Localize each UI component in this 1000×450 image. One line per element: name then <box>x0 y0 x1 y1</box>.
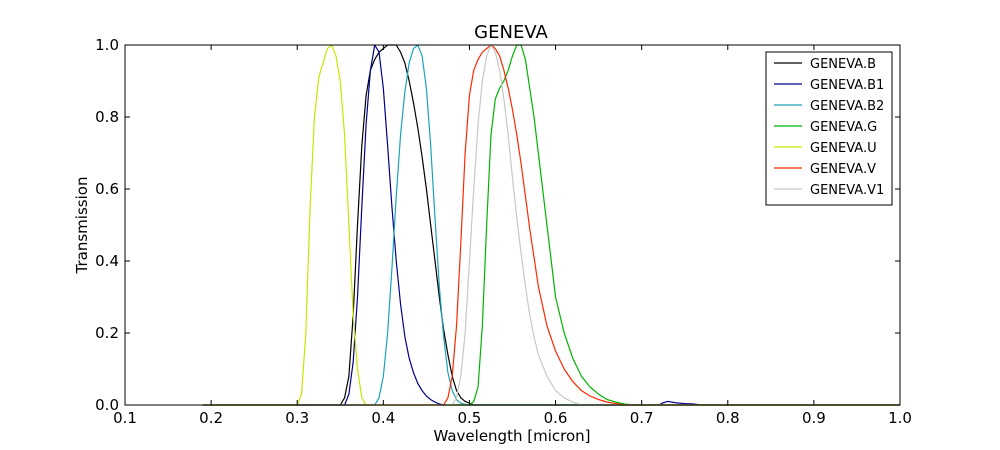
x-tick-label: 0.1 <box>113 409 137 427</box>
y-tick-label: 1.0 <box>95 36 119 54</box>
x-tick-label: 0.9 <box>802 409 826 427</box>
y-axis-label: Transmission <box>73 177 91 275</box>
y-tick-label: 0.6 <box>95 180 119 198</box>
x-tick-label: 0.2 <box>199 409 223 427</box>
legend-label: GENEVA.V1 <box>810 183 884 198</box>
legend-label: GENEVA.G <box>810 120 877 135</box>
legend-label: GENEVA.B2 <box>810 99 884 114</box>
x-tick-label: 1.0 <box>888 409 912 427</box>
series-line-geneva-v1 <box>202 44 900 406</box>
y-tick-label: 0.0 <box>95 396 119 414</box>
x-tick-label: 0.3 <box>285 409 309 427</box>
y-tick-label: 0.4 <box>95 252 119 270</box>
x-tick-label: 0.8 <box>716 409 740 427</box>
plot-area: 0.1 0.2 0.3 0.4 0.5 0.6 0.7 0.8 0.9 1.0 0.0 0.2 0.4 0… <box>95 36 912 427</box>
legend-label: GENEVA.B <box>810 57 876 72</box>
legend-label: GENEVA.U <box>810 141 877 156</box>
x-tick-label: 0.6 <box>544 409 568 427</box>
x-tick-label: 0.4 <box>371 409 395 427</box>
x-tick-label: 0.5 <box>458 409 482 427</box>
legend-label: GENEVA.V <box>810 162 876 177</box>
chart-title: GENEVA <box>474 22 548 43</box>
series-line-geneva-v <box>202 44 900 406</box>
series-line-geneva-b2 <box>202 44 900 406</box>
x-axis-label: Wavelength [micron] <box>433 427 590 445</box>
series-line-geneva-b1 <box>202 44 900 406</box>
legend-box <box>765 51 893 206</box>
plot-frame <box>124 44 901 406</box>
y-tick-label: 0.2 <box>95 324 119 342</box>
y-tick-label: 0.8 <box>95 108 119 126</box>
x-tick-label: 0.7 <box>630 409 654 427</box>
legend: GENEVA.B GENEVA.B1 GENEVA.B2 GENEVA.G GENEVA… <box>765 51 893 206</box>
legend-label: GENEVA.B1 <box>810 78 884 93</box>
series-line-geneva-g <box>202 44 900 406</box>
